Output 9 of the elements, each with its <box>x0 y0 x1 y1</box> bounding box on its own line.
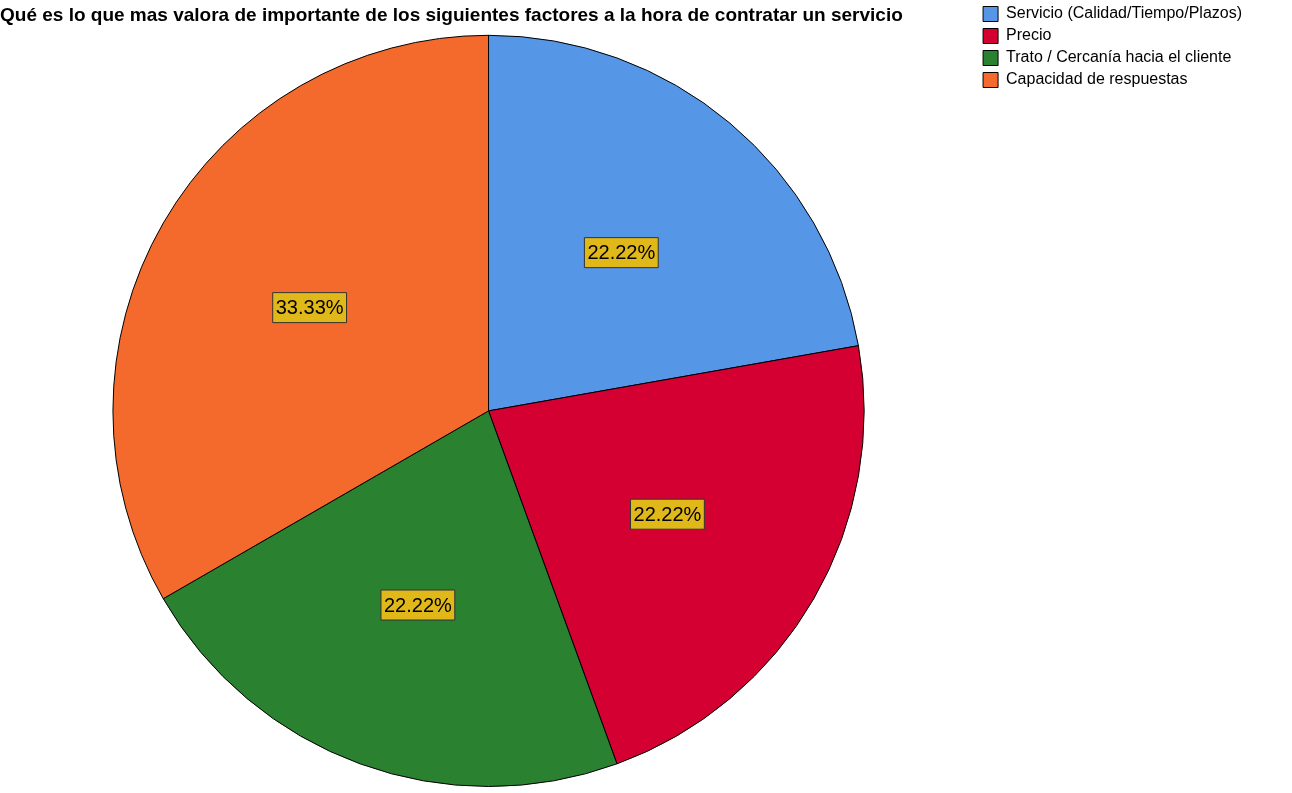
chart-title: Qué es lo que mas valora de importante de los siguientes factores a la hora de contratar un servicio <box>0 3 903 25</box>
legend-label: Capacidad de respuestas <box>1006 70 1188 88</box>
legend-label: Servicio (Calidad/Tiempo/Plazos) <box>1006 4 1242 22</box>
data-label: 33.33% <box>275 296 344 319</box>
data-label: 22.22% <box>633 502 702 525</box>
legend-label: Trato / Cercanía hacia el cliente <box>1006 48 1232 66</box>
data-label: 22.22% <box>383 593 452 616</box>
legend-label: Precio <box>1006 26 1052 44</box>
data-label: 22.22% <box>587 241 656 264</box>
